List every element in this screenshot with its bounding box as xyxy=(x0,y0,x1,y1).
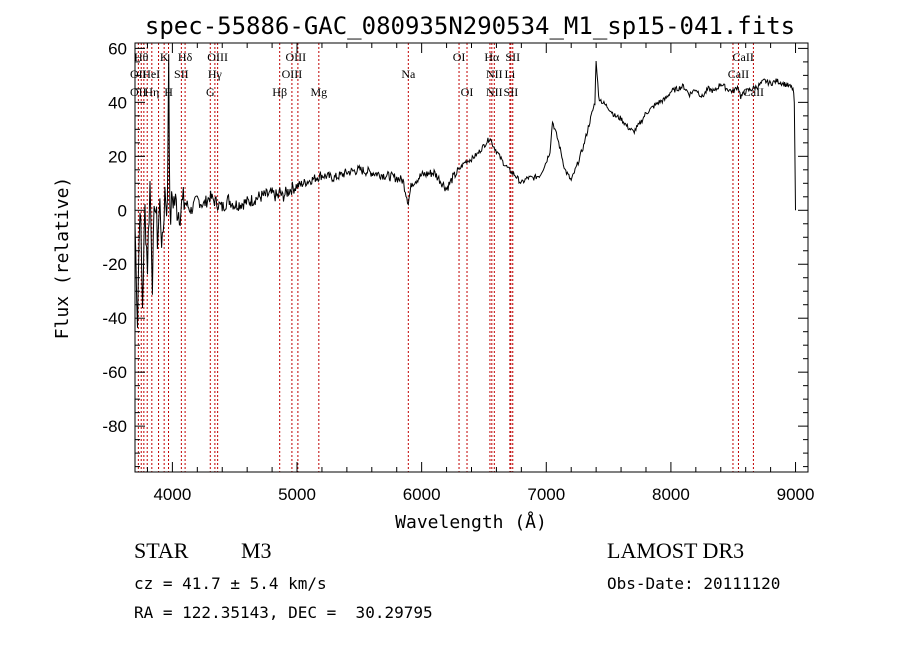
line-label: Hη xyxy=(144,85,159,99)
line-label: Hγ xyxy=(208,67,223,81)
y-tick-label: -20 xyxy=(102,255,127,274)
line-label: NII xyxy=(486,67,503,81)
x-axis-label: Wavelength (Å) xyxy=(395,511,547,533)
y-axis: -80 -60 -40 -20 0 20 40 60 xyxy=(102,39,808,468)
y-tick-label: -80 xyxy=(102,417,127,436)
y-axis-label: Flux (relative) xyxy=(52,177,73,340)
object-subclass: M3 xyxy=(241,538,272,563)
line-label: Mg xyxy=(310,85,327,99)
spectral-line-markers xyxy=(137,43,754,472)
survey-name: LAMOST DR3 xyxy=(607,538,745,563)
line-label: OII xyxy=(130,67,147,81)
y-tick-label: 0 xyxy=(118,201,127,220)
y-tick-label: 40 xyxy=(108,93,127,112)
x-tick-label: 6000 xyxy=(403,485,441,504)
line-label: OII xyxy=(130,85,147,99)
line-label: Na xyxy=(401,67,416,81)
x-tick-label: 5000 xyxy=(278,485,316,504)
line-label: K xyxy=(160,50,169,64)
y-tick-label: 60 xyxy=(108,39,127,58)
x-tick-label: 8000 xyxy=(652,485,690,504)
line-label: OIII xyxy=(285,50,306,64)
line-label: NII xyxy=(486,85,503,99)
line-label: SII xyxy=(505,50,520,64)
coordinates: RA = 122.35143, DEC = 30.29795 xyxy=(134,603,433,622)
line-label: HeI xyxy=(142,67,160,81)
line-label: SII xyxy=(174,67,189,81)
object-class: STAR xyxy=(134,538,189,563)
y-tick-label: -40 xyxy=(102,309,127,328)
line-label: Li xyxy=(505,67,516,81)
observation-date: Obs-Date: 20111120 xyxy=(607,574,781,593)
y-tick-label: -60 xyxy=(102,363,127,382)
redshift-velocity: cz = 41.7 ± 5.4 km/s xyxy=(134,574,327,593)
line-label: Hβ xyxy=(272,85,287,99)
line-label: CaII xyxy=(733,50,754,64)
plot-frame xyxy=(134,42,809,473)
line-label: CaII xyxy=(728,67,749,81)
line-label: Hα xyxy=(484,50,500,64)
line-label: G xyxy=(206,85,215,99)
x-axis: 4000 5000 6000 7000 8000 9000 xyxy=(146,43,815,504)
chart-title: spec-55886-GAC_080935N290534_M1_sp15-041… xyxy=(145,12,795,40)
line-label: SII xyxy=(504,85,519,99)
line-label: OIII xyxy=(207,50,228,64)
x-tick-label: 7000 xyxy=(527,485,565,504)
line-label: Hδ xyxy=(178,50,193,64)
line-label: OIII xyxy=(282,67,303,81)
x-tick-label: 9000 xyxy=(777,485,815,504)
line-label: OI xyxy=(461,85,474,99)
x-tick-label: 4000 xyxy=(153,485,191,504)
line-label: Hθ xyxy=(134,50,149,64)
line-label: OI xyxy=(453,50,466,64)
spectrum-series-line xyxy=(134,54,796,328)
y-tick-label: 20 xyxy=(108,147,127,166)
